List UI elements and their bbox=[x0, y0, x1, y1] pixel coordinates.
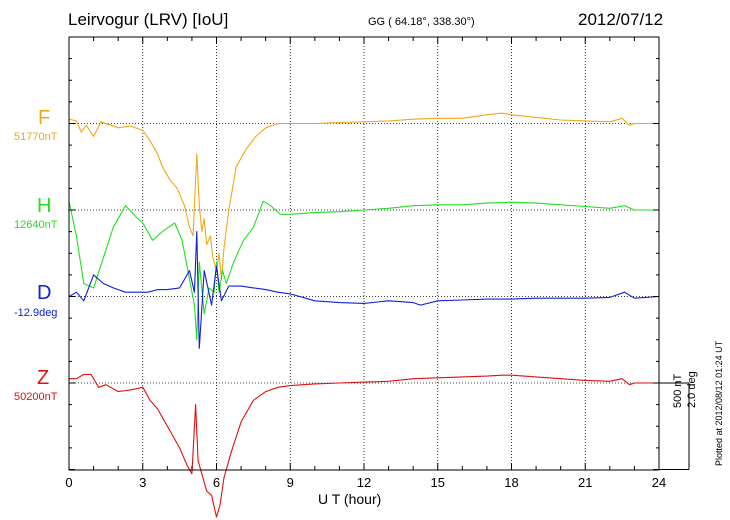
x-tick-label: 18 bbox=[504, 475, 518, 490]
x-axis-label: U T (hour) bbox=[318, 491, 382, 507]
x-tick-label: 9 bbox=[287, 475, 294, 490]
chart-date: 2012/07/12 bbox=[578, 10, 664, 29]
x-tick-label: 6 bbox=[213, 475, 220, 490]
series-line-d bbox=[68, 231, 660, 349]
scale-nt-label: 500 nT bbox=[672, 373, 684, 408]
station-coordinates: GG ( 64.18°, 338.30°) bbox=[368, 16, 475, 28]
x-axis-ticks: 0 3 6 9 12 15 18 21 24 bbox=[65, 36, 666, 490]
scale-bar bbox=[659, 382, 690, 470]
x-tick-label: 3 bbox=[139, 475, 146, 490]
series-baseline-h: 12640nT bbox=[14, 219, 58, 231]
series-line-h bbox=[68, 200, 659, 341]
series-lines bbox=[68, 112, 660, 518]
x-tick-label: 24 bbox=[652, 475, 666, 490]
series-line-f bbox=[68, 112, 659, 280]
series-label-d: D bbox=[37, 282, 52, 304]
series-baseline-f: 51770nT bbox=[14, 131, 58, 143]
x-tick-label: 12 bbox=[357, 475, 371, 490]
series-line-z bbox=[69, 373, 659, 518]
series-label-h: H bbox=[37, 195, 52, 217]
scale-deg-label: 2.0 deg bbox=[686, 371, 698, 408]
x-tick-label: 0 bbox=[65, 475, 72, 490]
series-label-f: F bbox=[38, 107, 51, 129]
plotted-timestamp: Plotted at 2012/08/12 01:24 UT bbox=[714, 340, 724, 466]
x-tick-label: 21 bbox=[578, 475, 592, 490]
x-tick-label: 15 bbox=[431, 475, 445, 490]
chart-title: Leirvogur (LRV) [IoU] bbox=[68, 10, 229, 29]
grid-lines bbox=[69, 37, 659, 470]
series-label-z: Z bbox=[37, 367, 50, 389]
series-baseline-d: -12.9deg bbox=[14, 307, 58, 319]
series-baseline-z: 50200nT bbox=[14, 391, 58, 403]
